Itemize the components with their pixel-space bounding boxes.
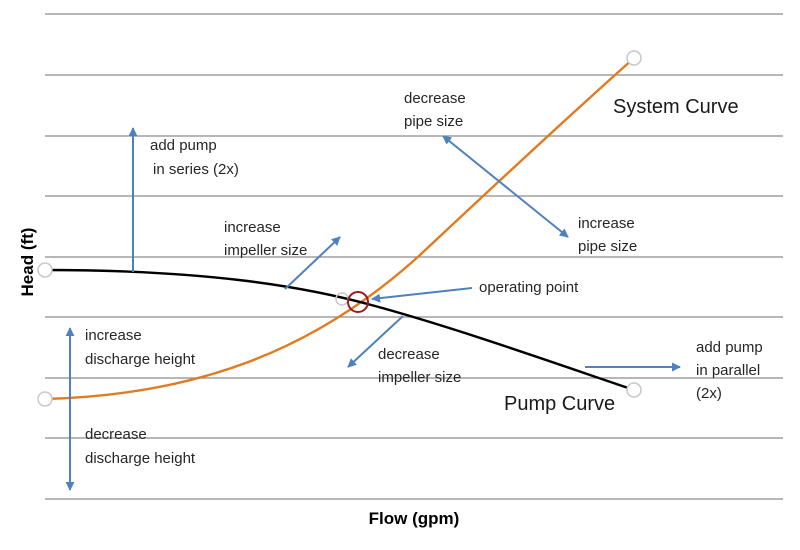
decrease-discharge-label-line1: decrease — [85, 426, 147, 443]
increase-pipe-label-line2: pipe size — [578, 238, 637, 255]
add-parallel-label-line1: add pump — [696, 339, 763, 356]
decrease-impeller-label-line2: impeller size — [378, 369, 461, 386]
increase-discharge-label-line1: increase — [85, 327, 142, 344]
operating-point-label: operating point — [479, 279, 579, 296]
operating-point-marker — [347, 291, 369, 313]
increase-discharge-label-line2: discharge height — [85, 351, 196, 368]
decrease-pipe-label-line2: pipe size — [404, 113, 463, 130]
system-curve-label: System Curve — [613, 96, 739, 118]
pump-curve-start-marker — [37, 262, 53, 278]
system-curve-start-marker — [37, 391, 53, 407]
add-parallel-label-line2: in parallel — [696, 362, 760, 379]
pump-curve-end-marker — [626, 382, 642, 398]
operating-point-arrow — [371, 287, 473, 303]
system-curve-line — [44, 57, 635, 401]
decrease-pipe-label-line1: decrease — [404, 90, 466, 107]
pump-curve-label: Pump Curve — [504, 393, 615, 415]
x-axis-label: Flow (gpm) — [369, 509, 460, 528]
increase-impeller-arrow — [284, 236, 341, 290]
pipe-size-arrow — [442, 135, 569, 238]
increase-impeller-label-line2: impeller size — [224, 242, 307, 259]
decrease-impeller-label-line1: decrease — [378, 346, 440, 363]
decrease-impeller-arrow — [347, 315, 404, 368]
add-series-label-line1: add pump — [150, 137, 217, 154]
add-parallel-label-line3: (2x) — [696, 385, 722, 402]
increase-impeller-label-line1: increase — [224, 219, 281, 236]
decrease-discharge-label-line2: discharge height — [85, 450, 196, 467]
y-axis-label: Head (ft) — [18, 228, 37, 297]
add-series-label-line2: in series (2x) — [153, 161, 239, 178]
pump-curve-line — [44, 268, 635, 392]
system-curve-end-marker — [626, 50, 642, 66]
gridlines — [45, 13, 783, 500]
annotation-arrows — [65, 127, 681, 491]
increase-pipe-label-line1: increase — [578, 215, 635, 232]
